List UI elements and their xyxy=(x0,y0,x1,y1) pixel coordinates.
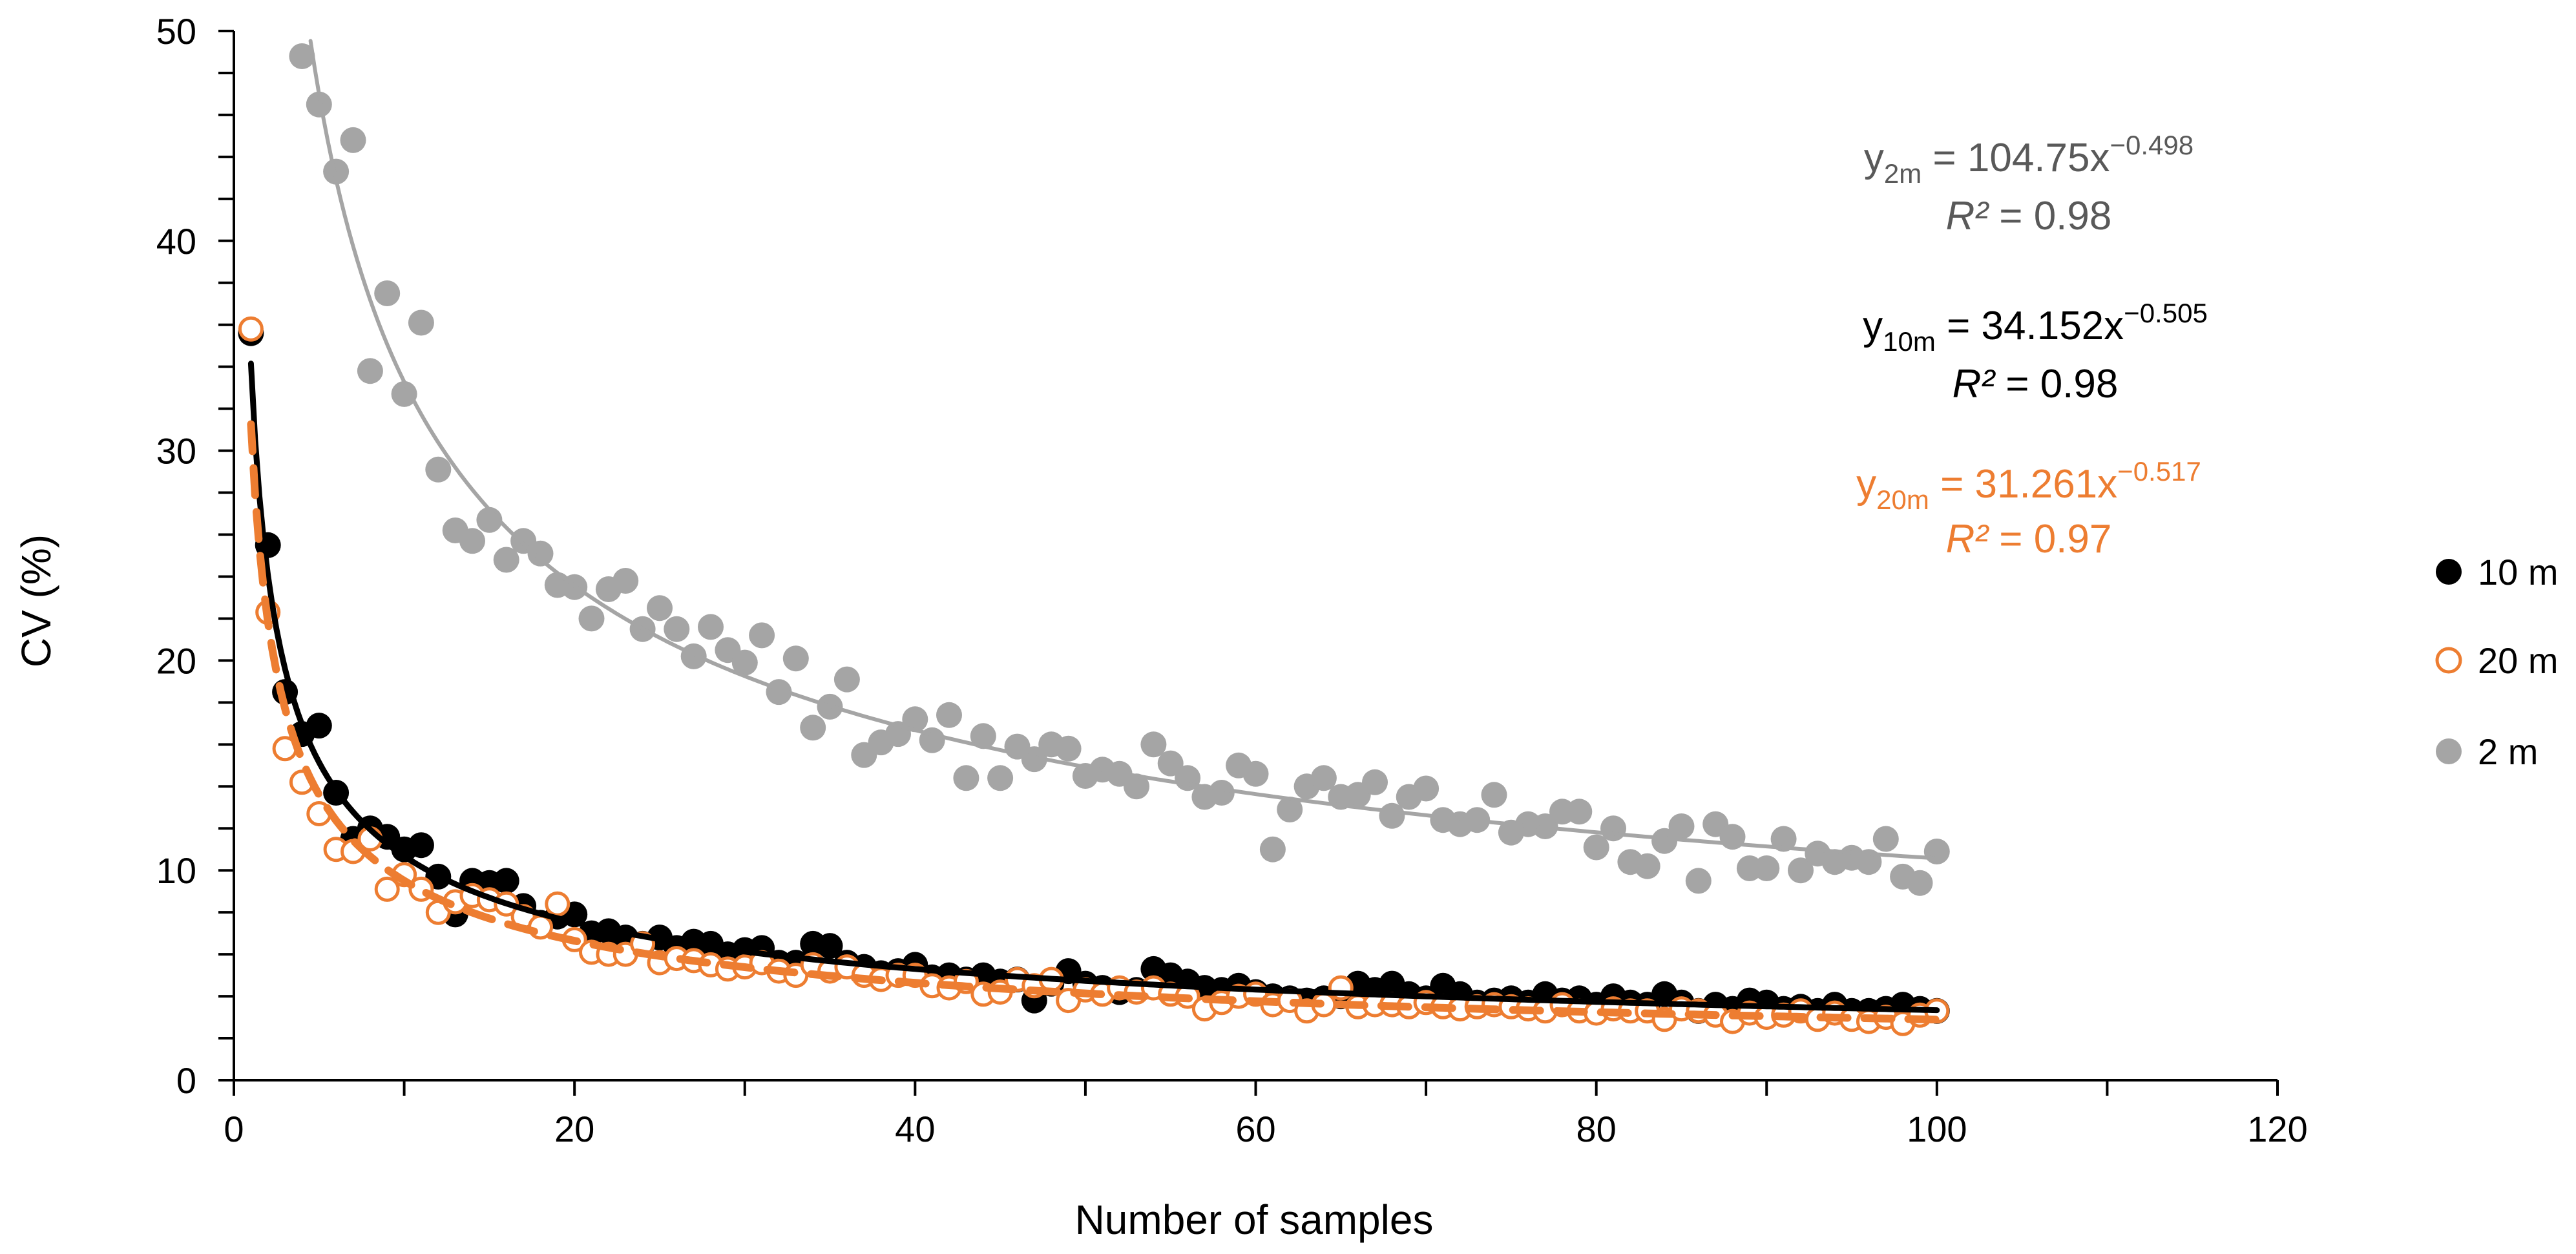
y-tick-label: 40 xyxy=(156,221,196,262)
point-2m xyxy=(289,43,315,69)
point-2m xyxy=(833,666,860,693)
x-tick-label: 0 xyxy=(224,1109,244,1149)
axes: 0 20 40 60 80 100 120 0 10 20 30 40 50 xyxy=(156,11,2308,1149)
point-2m xyxy=(698,614,724,640)
x-tick-label: 40 xyxy=(895,1109,935,1149)
point-2m xyxy=(459,528,485,554)
y-tick-label: 20 xyxy=(156,640,196,681)
point-2m xyxy=(800,715,826,741)
point-2m xyxy=(1583,834,1609,861)
legend-marker-10m xyxy=(2436,559,2462,585)
point-2m xyxy=(1259,836,1286,862)
point-20m xyxy=(545,891,571,917)
point-2m xyxy=(1754,855,1780,881)
point-2m xyxy=(664,616,690,642)
point-2m xyxy=(1566,799,1593,825)
point-2m xyxy=(1157,750,1184,777)
legend: 10 m 20 m 2 m xyxy=(2435,552,2559,772)
y-tick-label: 10 xyxy=(156,850,196,891)
point-2m xyxy=(357,358,383,384)
point-2m xyxy=(1124,773,1149,800)
r2-10m-text: R² = 0.98 xyxy=(1953,362,2119,406)
point-2m xyxy=(953,765,979,791)
legend-label-10m: 10 m xyxy=(2478,552,2559,592)
trendline-20m xyxy=(247,420,1941,1024)
x-tick-label: 120 xyxy=(2247,1109,2307,1149)
equation-10m: y10m = 34.152x−0.505 R² = 0.98 xyxy=(1863,298,2208,406)
point-2m xyxy=(1872,826,1899,852)
series-20m xyxy=(238,316,1950,1036)
point-2m xyxy=(1310,765,1337,791)
point-10m xyxy=(493,868,519,894)
point-2m xyxy=(1923,839,1950,864)
point-2m xyxy=(476,507,503,533)
trendline-2m xyxy=(308,39,1939,861)
point-2m xyxy=(1600,815,1626,842)
point-2m xyxy=(1481,782,1507,808)
x-tick-label: 100 xyxy=(1907,1109,1967,1149)
x-tick-label: 60 xyxy=(1235,1109,1275,1149)
point-10m xyxy=(408,832,434,859)
point-2m xyxy=(408,309,434,336)
point-2m xyxy=(1021,746,1047,773)
r2-2m-text: R² = 0.98 xyxy=(1946,194,2112,238)
point-2m xyxy=(1277,797,1303,822)
point-2m xyxy=(782,645,809,672)
point-2m xyxy=(1413,775,1440,802)
point-2m xyxy=(902,706,928,733)
point-2m xyxy=(1242,760,1269,787)
trendline-10m xyxy=(247,361,1940,1014)
point-20m xyxy=(238,316,264,342)
point-2m xyxy=(987,765,1014,791)
point-2m xyxy=(493,547,519,573)
point-2m xyxy=(340,127,366,153)
equation-10m-text: y10m = 34.152x−0.505 xyxy=(1863,298,2208,357)
point-2m xyxy=(970,723,996,749)
y-tick-label: 50 xyxy=(156,11,196,52)
point-2m xyxy=(1055,735,1082,762)
y-tick-label: 30 xyxy=(156,431,196,472)
point-2m xyxy=(936,702,962,728)
point-2m xyxy=(1685,868,1712,894)
legend-marker-2m xyxy=(2436,738,2462,764)
point-2m xyxy=(425,456,452,483)
series-2m xyxy=(289,43,1950,896)
point-10m xyxy=(817,933,843,959)
point-2m xyxy=(527,540,554,567)
point-2m xyxy=(578,605,605,632)
point-2m xyxy=(613,568,639,594)
data-points xyxy=(238,43,1950,1036)
x-tick-label: 20 xyxy=(554,1109,594,1149)
equation-2m: y2m = 104.75x−0.498 R² = 0.98 xyxy=(1864,130,2194,238)
x-tick-label: 80 xyxy=(1576,1109,1617,1149)
equation-20m-text: y20m = 31.261x−0.517 xyxy=(1856,456,2201,515)
point-2m xyxy=(1634,853,1660,879)
equation-2m-text: y2m = 104.75x−0.498 xyxy=(1864,130,2194,189)
x-axis-title: Number of samples xyxy=(1075,1197,1434,1243)
point-2m xyxy=(731,649,758,676)
r2-20m-text: R² = 0.97 xyxy=(1946,517,2112,561)
point-2m xyxy=(749,622,775,649)
point-10m xyxy=(306,713,332,739)
point-2m xyxy=(1362,769,1388,795)
point-2m xyxy=(374,280,401,306)
point-2m xyxy=(1907,870,1933,896)
legend-label-20m: 20 m xyxy=(2478,640,2559,681)
point-2m xyxy=(1140,731,1167,758)
y-tick-label: 0 xyxy=(176,1060,196,1101)
point-2m xyxy=(1668,813,1695,839)
point-2m xyxy=(1208,780,1235,806)
point-20m xyxy=(374,876,400,902)
point-2m xyxy=(1651,828,1678,854)
point-2m xyxy=(391,381,417,407)
y-axis-title: CV (%) xyxy=(13,534,59,667)
legend-label-2m: 2 m xyxy=(2478,731,2538,772)
point-2m xyxy=(1788,857,1814,884)
trendlines xyxy=(247,39,1941,1024)
equation-20m: y20m = 31.261x−0.517 R² = 0.97 xyxy=(1856,456,2201,561)
legend-marker-20m xyxy=(2435,647,2462,674)
point-2m xyxy=(647,595,673,622)
